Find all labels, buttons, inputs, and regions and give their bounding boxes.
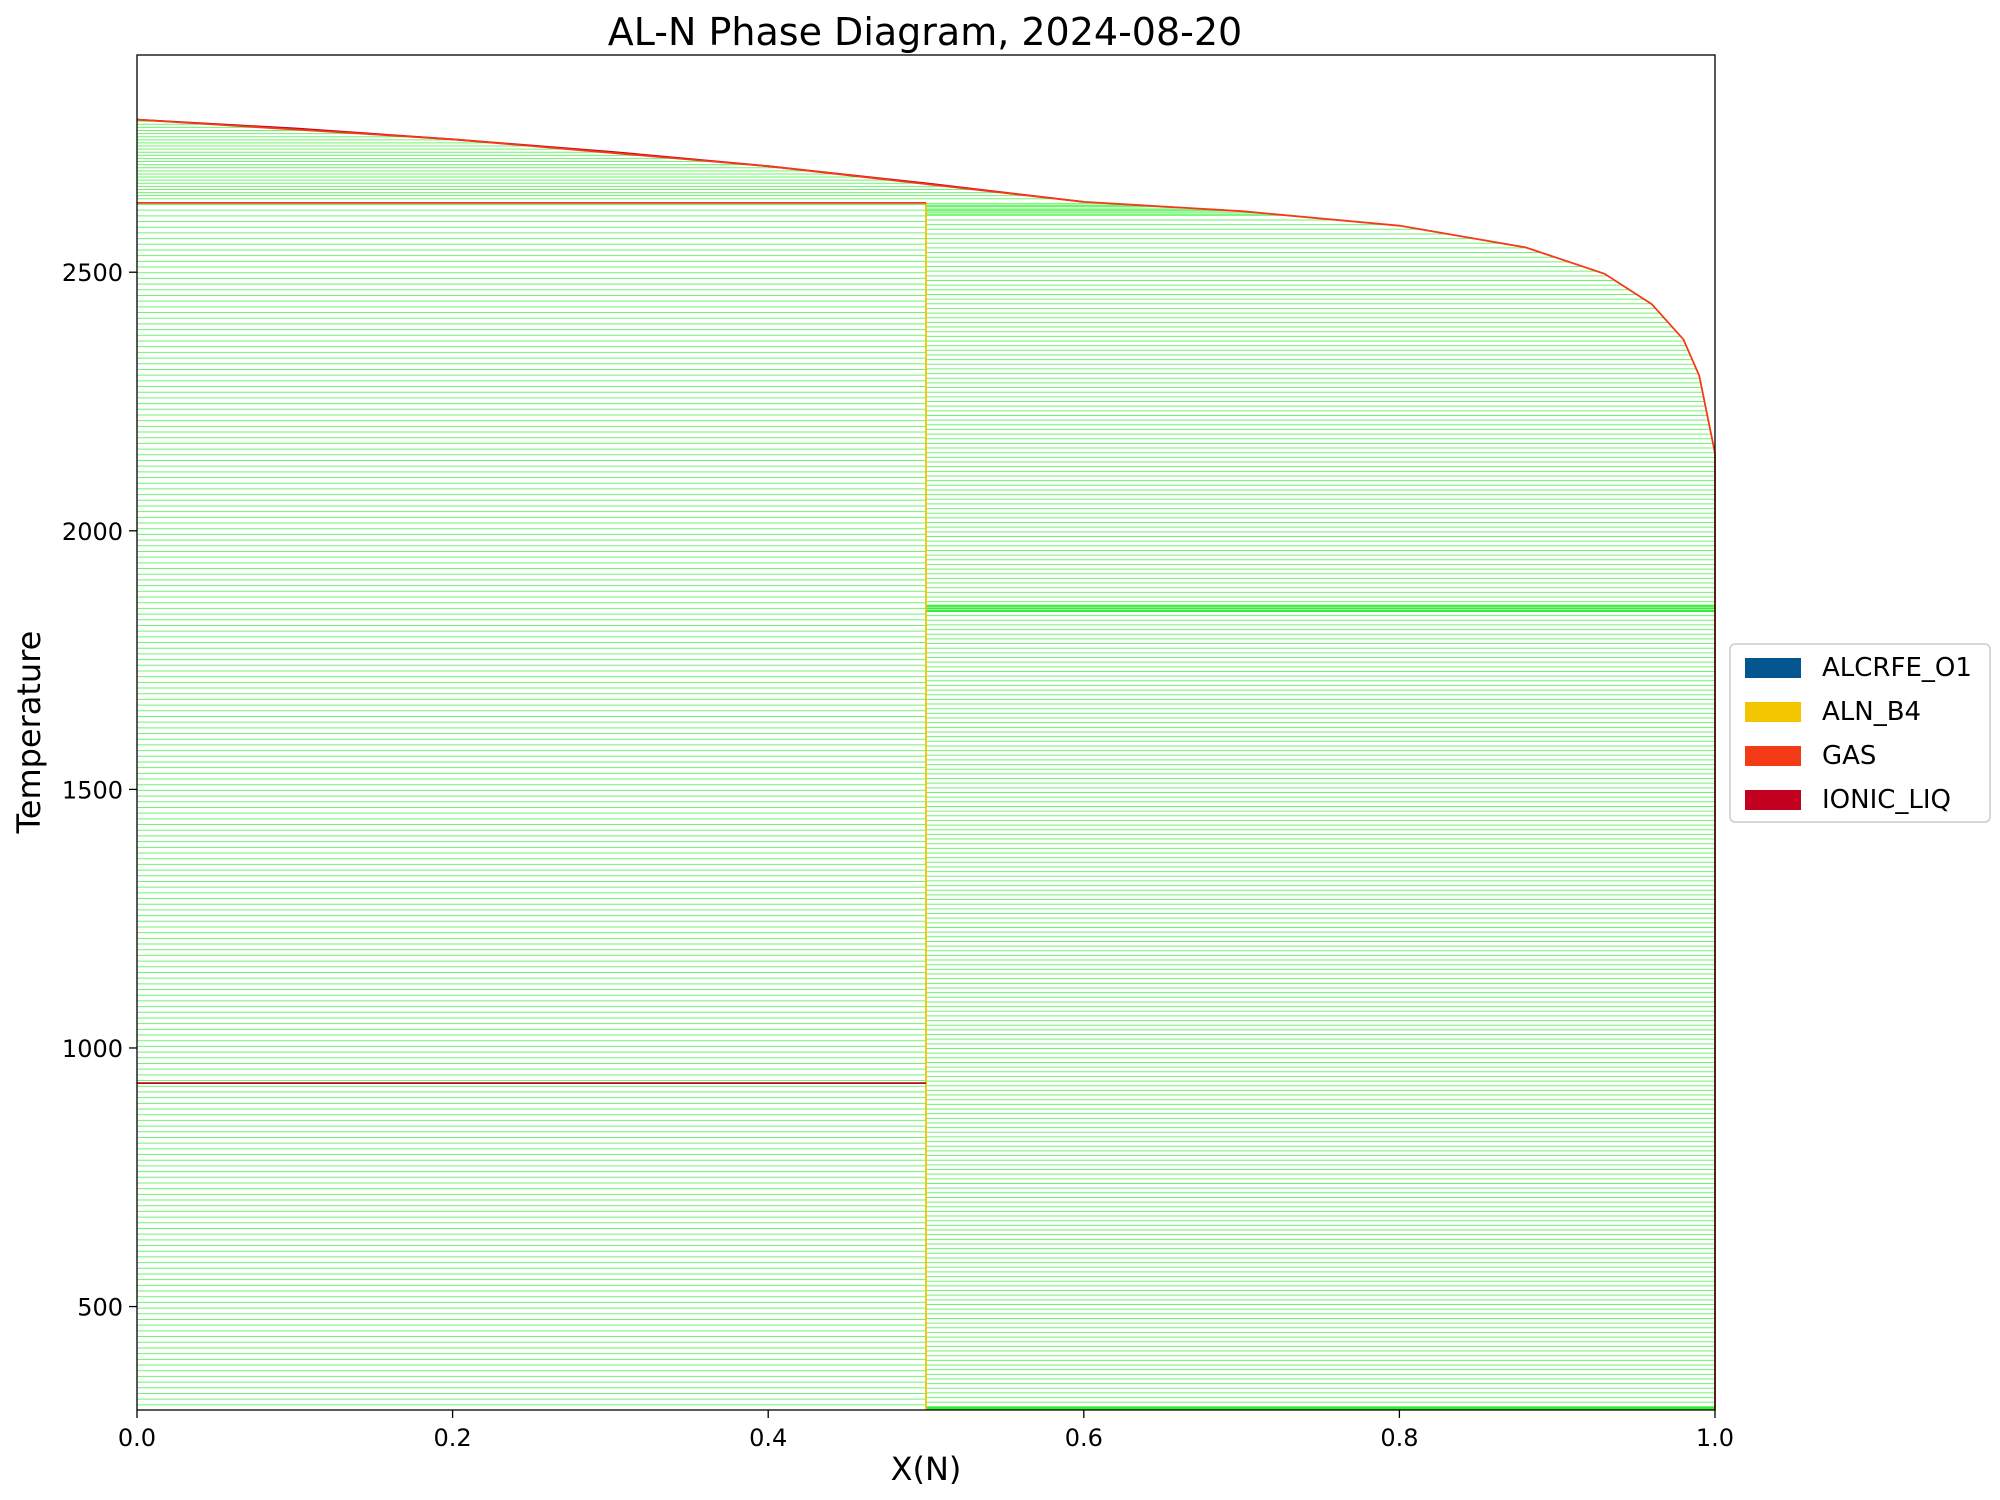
phase-boundary-gas — [136, 118, 1716, 454]
legend-label: GAS — [1822, 741, 1876, 771]
tie-line-set — [137, 120, 1715, 1408]
y-tick-label: 1000 — [62, 1035, 123, 1063]
y-tick-label: 500 — [77, 1294, 123, 1322]
x-tick-label: 0.2 — [434, 1424, 472, 1452]
chart-title: AL-N Phase Diagram, 2024-08-20 — [608, 10, 1242, 54]
y-tick-label: 2000 — [62, 518, 123, 546]
tie-lines — [137, 120, 1715, 1410]
legend-swatch — [1745, 746, 1801, 766]
legend-frame — [1729, 643, 1991, 823]
x-tick-label: 0.0 — [118, 1424, 156, 1452]
x-tick-label: 0.8 — [1380, 1424, 1418, 1452]
y-tick-label: 1500 — [62, 776, 123, 804]
x-tick-label: 1.0 — [1696, 1424, 1734, 1452]
x-tick-label: 0.4 — [749, 1424, 787, 1452]
y-axis-ticks: 500 1000 1500 2000 2500 — [62, 259, 137, 1322]
legend-swatch — [1745, 790, 1801, 810]
x-axis-ticks: 0.0 0.2 0.4 0.6 0.8 1.0 — [118, 1410, 1734, 1452]
legend-swatch — [1745, 702, 1801, 722]
legend-label: ALN_B4 — [1822, 697, 1921, 727]
legend-swatch — [1745, 658, 1801, 678]
y-tick-label: 2500 — [62, 259, 123, 287]
plot-frame — [136, 54, 1716, 1411]
y-axis-label: Temperature — [10, 631, 48, 835]
legend-label: ALCRFE_O1 — [1822, 653, 1972, 683]
legend-label: IONIC_LIQ — [1822, 785, 1951, 815]
x-axis-label: X(N) — [891, 1450, 962, 1488]
legend: ALCRFE_O1 ALN_B4 GAS IONIC_LIQ — [1729, 643, 1991, 823]
x-tick-label: 0.6 — [1065, 1424, 1103, 1452]
